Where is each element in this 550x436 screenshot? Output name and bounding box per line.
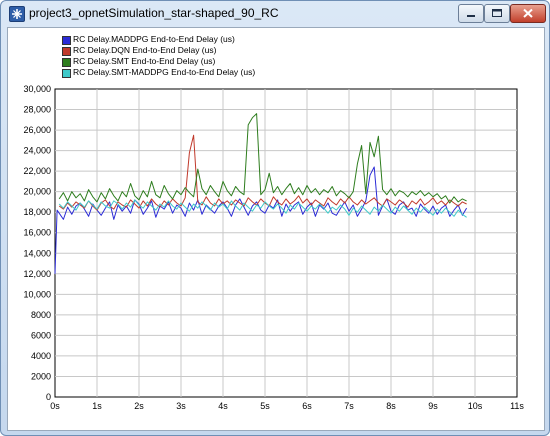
minimize-icon xyxy=(467,15,475,17)
x-tick-label: 5s xyxy=(260,401,270,411)
chart-panel: 0 2000 4000 6000 8000 10,000 12,000 14,000 16,00… xyxy=(7,27,545,431)
y-tick-label: 22,000 xyxy=(23,166,51,176)
legend-swatch-maddpg xyxy=(62,36,71,45)
x-tick-label: 0s xyxy=(50,401,60,411)
y-tick-label: 20,000 xyxy=(23,187,51,197)
legend-label-maddpg: RC Delay.MADDPG End-to-End Delay (us) xyxy=(73,34,235,44)
plot-area xyxy=(54,88,518,398)
series-line-2 xyxy=(58,113,467,204)
y-tick-label: 30,000 xyxy=(23,84,51,94)
legend-label-smt: RC Delay.SMT End-to-End Delay (us) xyxy=(73,56,216,66)
y-tick-label: 26,000 xyxy=(23,125,51,135)
y-tick-label: 2000 xyxy=(31,371,51,381)
legend-swatch-dqn xyxy=(62,47,71,56)
y-tick-label: 10,000 xyxy=(23,289,51,299)
legend-item-smt-maddpg: RC Delay.SMT-MADDPG End-to-End Delay (us… xyxy=(62,67,255,78)
y-tick-label: 4000 xyxy=(31,351,51,361)
y-tick-label: 14,000 xyxy=(23,248,51,258)
legend-item-maddpg: RC Delay.MADDPG End-to-End Delay (us) xyxy=(62,34,255,45)
x-tick-label: 10s xyxy=(468,401,483,411)
close-icon xyxy=(523,8,533,18)
y-tick-label: 12,000 xyxy=(23,269,51,279)
legend-item-dqn: RC Delay.DQN End-to-End Delay (us) xyxy=(62,45,255,56)
y-tick-label: 16,000 xyxy=(23,228,51,238)
maximize-icon xyxy=(492,9,502,17)
series-line-3 xyxy=(58,199,467,218)
line-chart: 0 2000 4000 6000 8000 10,000 12,000 14,000 16,00… xyxy=(23,84,524,411)
title-bar[interactable]: project3_opnetSimulation_star-shaped_90_… xyxy=(1,1,549,25)
legend-swatch-smt-maddpg xyxy=(62,69,71,78)
minimize-button[interactable] xyxy=(458,4,484,23)
opnet-app-icon[interactable] xyxy=(9,6,25,22)
x-tick-label: 6s xyxy=(302,401,312,411)
y-tick-label: 8000 xyxy=(31,310,51,320)
y-tick-label: 18,000 xyxy=(23,207,51,217)
x-tick-label: 4s xyxy=(218,401,228,411)
legend-swatch-smt xyxy=(62,58,71,67)
y-tick-label: 24,000 xyxy=(23,146,51,156)
x-tick-label: 9s xyxy=(428,401,438,411)
legend-item-smt: RC Delay.SMT End-to-End Delay (us) xyxy=(62,56,255,67)
x-tick-label: 2s xyxy=(134,401,144,411)
window-title: project3_opnetSimulation_star-shaped_90_… xyxy=(29,6,279,20)
series-line-1 xyxy=(58,134,467,211)
chart-legend: RC Delay.MADDPG End-to-End Delay (us) RC… xyxy=(62,34,255,78)
x-tick-label: 1s xyxy=(92,401,102,411)
y-tick-label: 28,000 xyxy=(23,105,51,115)
x-tick-label: 7s xyxy=(344,401,354,411)
y-tick-label: 0 xyxy=(46,392,51,402)
close-button[interactable] xyxy=(510,4,546,23)
legend-label-smt-maddpg: RC Delay.SMT-MADDPG End-to-End Delay (us… xyxy=(73,67,256,77)
y-tick-label: 6000 xyxy=(31,330,51,340)
maximize-button[interactable] xyxy=(484,4,510,23)
x-tick-label: 8s xyxy=(386,401,396,411)
legend-label-dqn: RC Delay.DQN End-to-End Delay (us) xyxy=(73,45,217,55)
x-tick-label: 11s xyxy=(510,401,524,411)
x-tick-label: 3s xyxy=(176,401,186,411)
